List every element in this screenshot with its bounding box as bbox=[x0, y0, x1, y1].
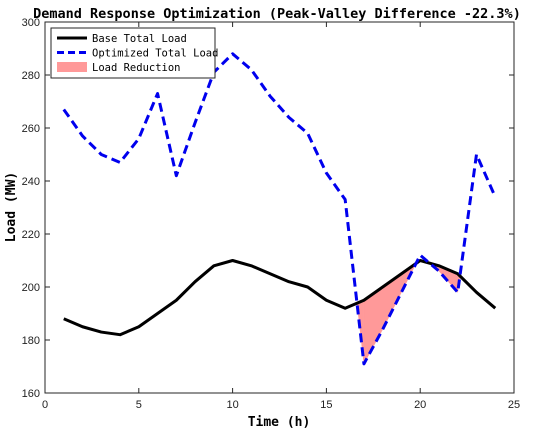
ticks-layer: 0 5 10 15 20 25 160 180 200 220 240 260 280 300 bbox=[22, 17, 520, 411]
legend-base-total-load-label: Base Total Load bbox=[92, 33, 187, 45]
chart-title: Demand Response Optimization (Peak-Valle… bbox=[33, 6, 521, 22]
legend-load-reduction-swatch bbox=[57, 62, 87, 72]
y-axis-label: Load (MW) bbox=[4, 172, 19, 242]
y-tick-label: 200 bbox=[22, 282, 40, 294]
y-tick-label: 280 bbox=[22, 70, 40, 82]
x-tick-label: 10 bbox=[226, 399, 238, 411]
legend-load-reduction-label: Load Reduction bbox=[92, 62, 181, 74]
y-tick-label: 300 bbox=[22, 17, 40, 29]
x-tick-label: 15 bbox=[320, 399, 332, 411]
x-tick-label: 5 bbox=[136, 399, 142, 411]
y-tick-label: 160 bbox=[22, 388, 40, 400]
plot-frame bbox=[44, 21, 515, 394]
x-tick-label: 20 bbox=[414, 399, 426, 411]
legend-optimized-total-load-label: Optimized Total Load bbox=[92, 48, 218, 60]
legend: Base Total Load Optimized Total Load Load … bbox=[50, 27, 218, 79]
x-tick-label: 0 bbox=[42, 399, 48, 411]
y-tick-label: 180 bbox=[22, 335, 40, 347]
y-tick-label: 240 bbox=[22, 176, 40, 188]
y-tick-label: 260 bbox=[22, 123, 40, 135]
x-tick-label: 25 bbox=[508, 399, 520, 411]
optimized-total-load-line bbox=[62, 52, 497, 366]
series-layer bbox=[62, 52, 497, 366]
y-tick-label: 220 bbox=[22, 229, 40, 241]
x-axis-label: Time (h) bbox=[248, 415, 311, 430]
base-total-load-line bbox=[63, 259, 497, 337]
